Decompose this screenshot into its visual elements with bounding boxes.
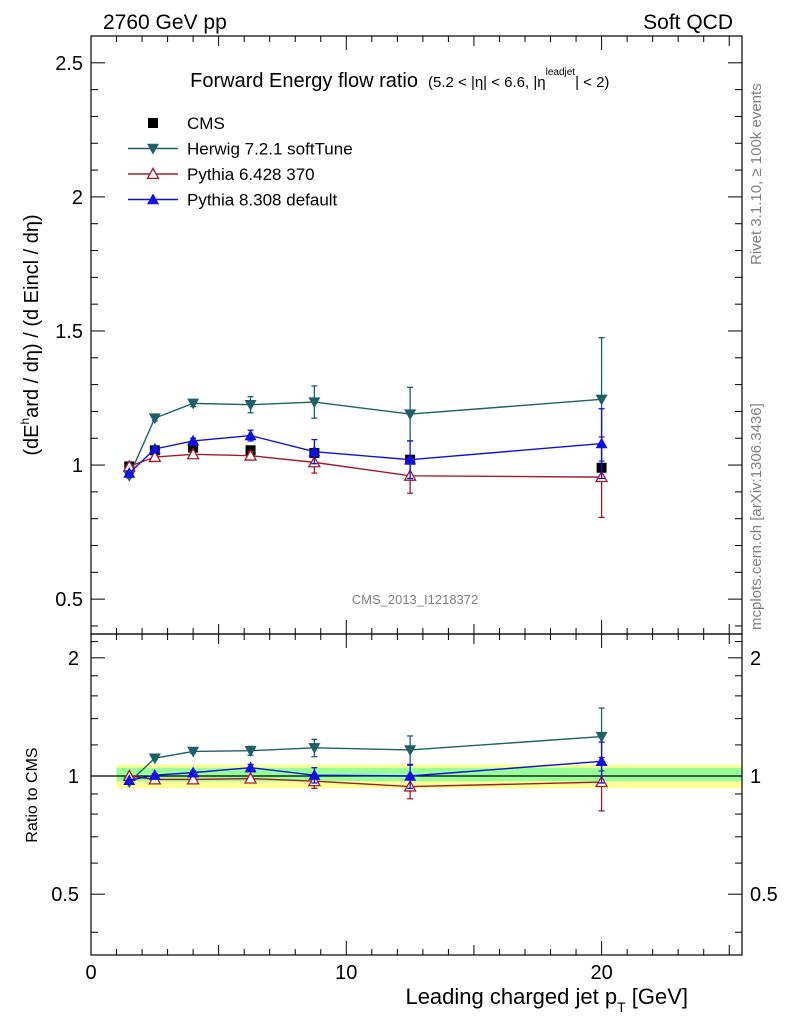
main-y-axis-label: (dEhard / dη) / (d Eincl / dη) <box>18 214 43 455</box>
mcplots-reference-label: mcplots.cern.ch [arXiv:1306.3436] <box>748 403 765 630</box>
main-point-pythia-6-428-370 <box>243 448 258 461</box>
main-point-herwig-7-2-1-softtune <box>404 409 417 421</box>
main-line-herwig-7-2-1-softtune <box>128 398 602 477</box>
legend-marker-herwig-7-2-1-softtune <box>146 143 160 155</box>
legend: CMS Herwig 7.2.1 softTune Pythia 6.428 370… <box>128 114 353 210</box>
main-series-pythia-8-308-default <box>123 408 608 480</box>
main-point-pythia-6-428-370 <box>148 450 162 463</box>
main-point-herwig-7-2-1-softtune <box>244 400 257 411</box>
main-line-pythia-6-428-370 <box>129 453 602 478</box>
ratio-point-pythia-8-308-default <box>244 761 257 773</box>
main-point-pythia-8-308-default <box>187 434 200 446</box>
ratio-point-herwig-7-2-1-softtune <box>187 746 200 758</box>
main-point-pythia-8-308-default <box>404 453 417 465</box>
main-point-herwig-7-2-1-softtune <box>308 397 321 409</box>
legend-marker-pythia-6-428-370 <box>146 167 160 180</box>
legend-label-pythia-8-308-default: Pythia 8.308 default <box>187 191 338 210</box>
ratio-point-herwig-7-2-1-softtune <box>404 745 417 757</box>
x-tick-label: 0 <box>85 962 96 984</box>
main-point-pythia-6-428-370 <box>186 447 200 460</box>
main-series-herwig-7-2-1-softtune <box>123 337 608 482</box>
header-category-label: Soft QCD <box>643 11 733 34</box>
ratio-series-group <box>122 707 609 812</box>
main-point-herwig-7-2-1-softtune <box>148 413 161 425</box>
ratio-y-axis-label: Ratio to CMS <box>24 747 41 842</box>
legend-marker-cms <box>148 118 158 128</box>
legend-label-pythia-6-428-370: Pythia 6.428 370 <box>187 165 315 184</box>
main-point-pythia-8-308-default <box>595 437 608 449</box>
ratio-y-tick-label: 1 <box>68 766 79 788</box>
main-y-tick-label: 1 <box>72 455 83 477</box>
ratio-point-herwig-7-2-1-softtune <box>244 746 257 757</box>
ratio-y-tick-label: 2 <box>68 648 79 670</box>
ratio-y-tick-label: 0.5 <box>51 884 79 906</box>
ratio-point-pythia-8-308-default <box>404 769 417 781</box>
ratio-panel-frame <box>90 633 743 956</box>
analysis-watermark: CMS_2013_I1218372 <box>352 592 479 607</box>
main-point-pythia-8-308-default <box>123 466 136 478</box>
legend-label-cms: CMS <box>187 114 225 133</box>
ratio-point-pythia-6-428-370 <box>186 772 200 785</box>
main-series-group <box>122 337 609 518</box>
main-point-pythia-8-308-default <box>308 445 321 457</box>
main-axis-ticks: 0.5 1 1.5 2 2.5 <box>55 36 742 634</box>
main-y-tick-label: 2.5 <box>55 53 83 75</box>
ratio-point-pythia-8-308-default <box>148 769 161 780</box>
ratio-y-tick-label-right: 1 <box>750 766 761 788</box>
ratio-point-pythia-8-308-default <box>308 769 321 780</box>
ratio-point-pythia-6-428-370 <box>243 771 258 784</box>
ratio-point-herwig-7-2-1-softtune <box>595 731 608 743</box>
header-collision-label: 2760 GeV pp <box>103 11 227 34</box>
x-tick-label: 10 <box>335 962 357 984</box>
x-axis-label: Leading charged jet pT [GeV] <box>405 984 688 1015</box>
main-point-pythia-8-308-default <box>244 429 257 441</box>
chart-title: Forward Energy flow ratio <box>190 70 418 92</box>
legend-label-herwig-7-2-1-softtune: Herwig 7.2.1 softTune <box>187 140 353 159</box>
legend-marker-pythia-8-308-default <box>146 193 160 205</box>
ratio-series-pythia-8-308-default <box>123 741 608 790</box>
rivet-version-label: Rivet 3.1.10, ≥ 100k events <box>748 83 765 265</box>
main-y-tick-label: 1.5 <box>55 321 83 343</box>
ratio-point-pythia-8-308-default <box>123 774 136 786</box>
ratio-axis-ticks: 0.5 0.51 12 20 10 20 <box>51 634 778 984</box>
ratio-point-herwig-7-2-1-softtune <box>308 743 321 754</box>
ratio-point-pythia-8-308-default <box>595 755 608 767</box>
ratio-series-herwig-7-2-1-softtune <box>123 707 608 789</box>
ratio-panel: 0.5 0.51 12 20 10 20 Ratio to CMS Leading cha… <box>24 633 778 1015</box>
main-y-tick-label: 0.5 <box>55 589 83 611</box>
main-y-tick-label: 2 <box>72 187 83 209</box>
main-point-herwig-7-2-1-softtune <box>595 394 608 406</box>
x-tick-label: 20 <box>590 962 612 984</box>
main-point-herwig-7-2-1-softtune <box>187 398 200 410</box>
ratio-point-herwig-7-2-1-softtune <box>148 753 161 765</box>
ratio-y-tick-label-right: 2 <box>750 648 761 670</box>
ratio-point-pythia-8-308-default <box>187 766 200 778</box>
main-panel: 0.5 1 1.5 2 2.5 Forward Energy flow ratio (5… <box>18 35 743 635</box>
main-point-pythia-8-308-default <box>148 442 161 454</box>
ratio-y-tick-label-right: 0.5 <box>750 884 778 906</box>
chart-title-cut: (5.2 < |η| < 6.6, |ηleadjet| < 2) <box>428 67 609 91</box>
